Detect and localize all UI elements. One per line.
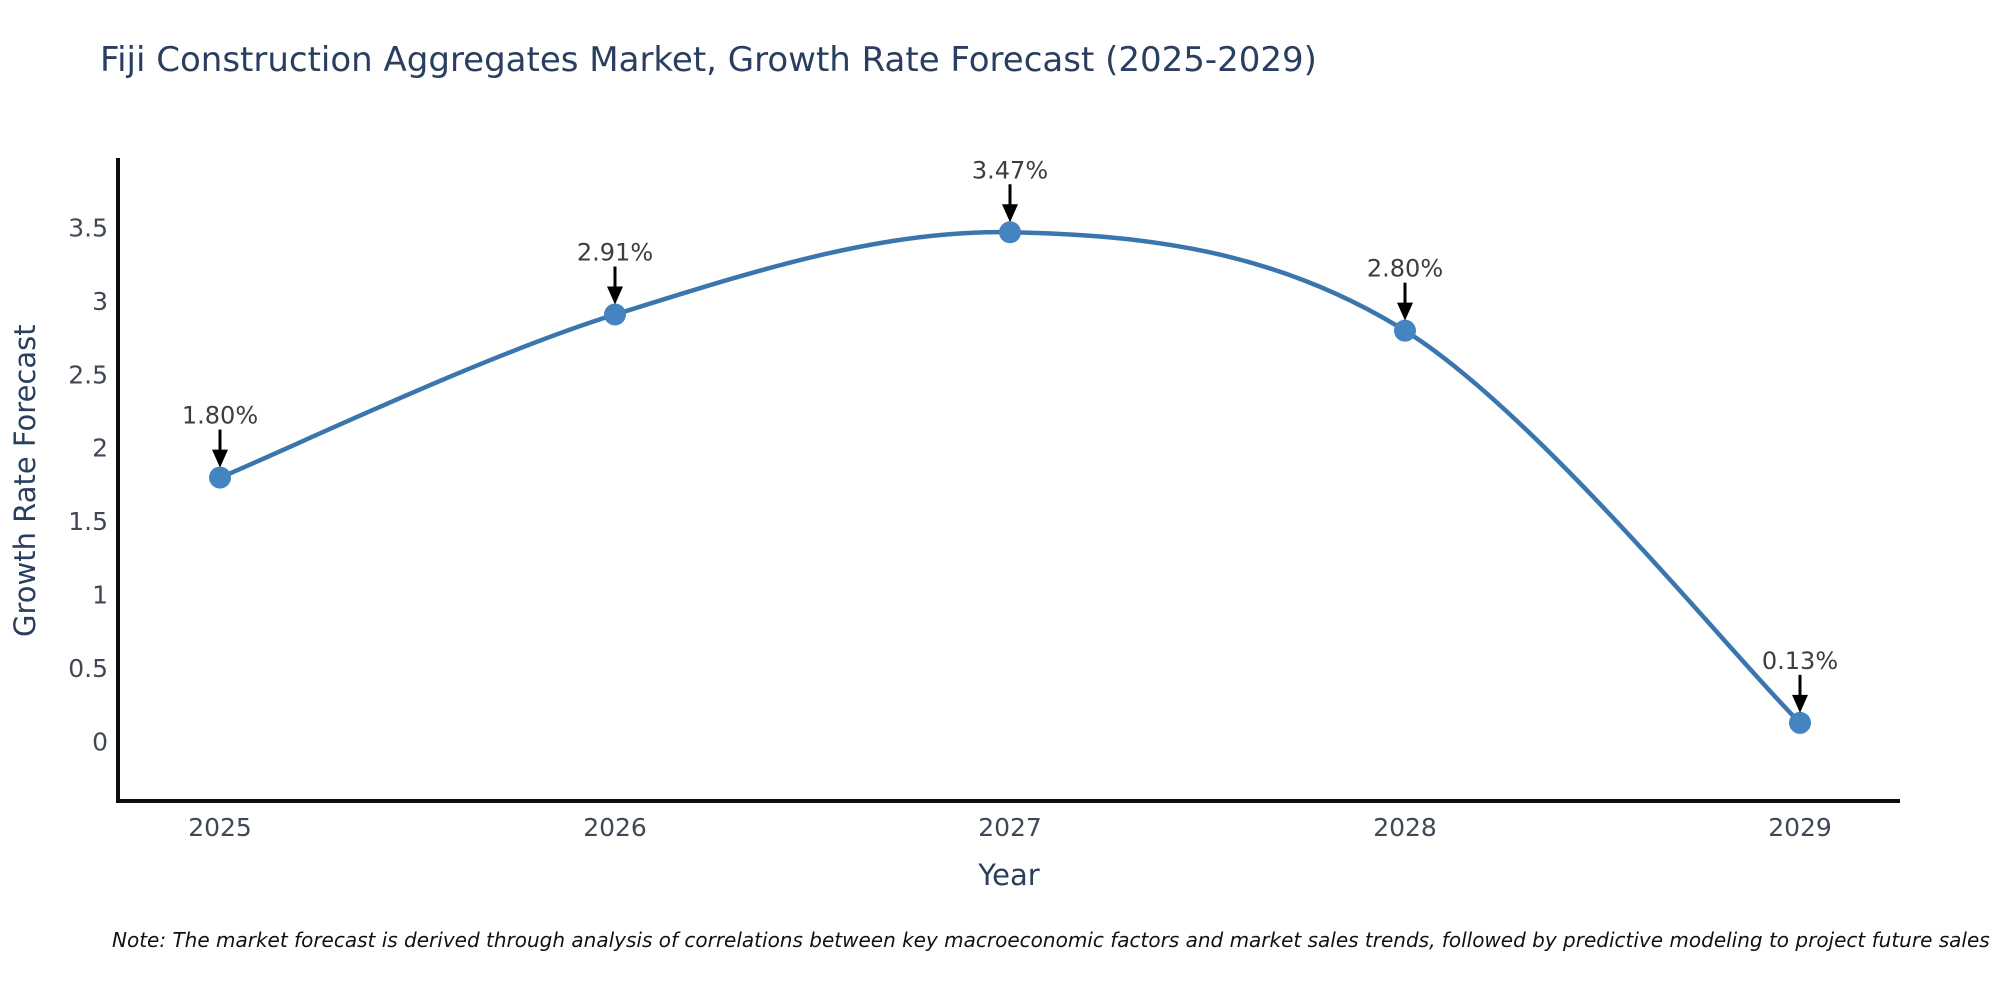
annotation-label: 2.91% — [577, 239, 653, 267]
data-point-2026 — [604, 303, 626, 326]
trend-line — [217, 229, 1803, 726]
annotation-arrow-head — [1792, 694, 1808, 713]
annotation-arrow-head — [607, 286, 623, 305]
y-tick-label: 2 — [92, 434, 108, 463]
data-point-2025 — [209, 466, 231, 489]
annotation-label: 3.47% — [972, 156, 1048, 184]
y-tick-label: 0.5 — [68, 654, 108, 683]
x-axis-title: Year — [978, 858, 1040, 892]
x-tick-label: 2029 — [1768, 813, 1832, 842]
annotation-arrow-head — [1397, 302, 1413, 321]
data-point-2028 — [1394, 319, 1416, 342]
y-tick-label: 3 — [92, 287, 108, 316]
y-tick-label: 2.5 — [68, 360, 108, 389]
x-tick-label: 2028 — [1373, 813, 1437, 842]
x-tick-label: 2026 — [583, 813, 647, 842]
data-point-2029 — [1789, 711, 1811, 734]
chart-title: Fiji Construction Aggregates Market, Gro… — [100, 40, 1317, 80]
y-tick-label: 1 — [92, 581, 108, 610]
x-tick-label: 2025 — [188, 813, 252, 842]
y-tick-label: 1.5 — [68, 507, 108, 536]
x-tick-label: 2027 — [978, 813, 1042, 842]
annotation-label: 2.80% — [1367, 255, 1443, 283]
annotation-label: 1.80% — [182, 402, 258, 430]
annotation-label: 0.13% — [1762, 647, 1838, 675]
y-tick-label: 3.5 — [68, 213, 108, 242]
annotation-arrow-head — [1002, 204, 1018, 223]
data-point-2027 — [999, 221, 1021, 244]
footnote: Note: The market forecast is derived thr… — [112, 928, 1990, 952]
y-tick-label: 0 — [92, 728, 108, 757]
annotation-arrow-head — [212, 449, 228, 468]
